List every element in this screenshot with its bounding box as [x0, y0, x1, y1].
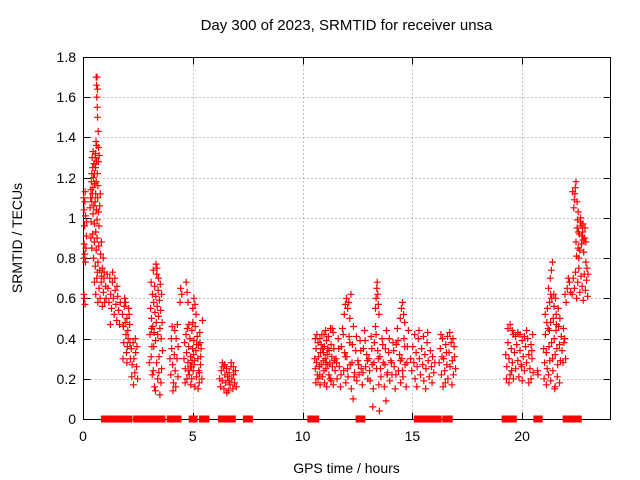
zero-markers	[413, 415, 425, 423]
x-axis-label: GPS time / hours	[293, 460, 400, 476]
zero-markers	[507, 415, 517, 423]
zero-markers	[533, 415, 543, 423]
zero-markers	[501, 415, 511, 423]
zero-markers	[112, 415, 129, 423]
zero-markers	[422, 415, 435, 423]
zero-markers	[431, 415, 442, 423]
y-tick-label: 0.2	[56, 370, 76, 387]
chart-title: Day 300 of 2023, SRMTID for receiver uns…	[200, 17, 493, 34]
zero-markers	[149, 415, 158, 423]
y-tick-label: 0.4	[56, 330, 76, 347]
plot-border	[83, 57, 611, 420]
x-tick-label: 5	[188, 428, 197, 444]
zero-markers	[307, 415, 320, 423]
zero-markers	[133, 415, 152, 423]
zero-markers	[156, 415, 166, 423]
zero-markers	[562, 415, 582, 423]
zero-markers	[100, 415, 115, 423]
zero-markers	[242, 415, 253, 423]
zero-markers	[188, 415, 198, 423]
zero-markers	[355, 415, 366, 423]
zero-markers	[125, 415, 133, 423]
y-tick-label: 1.6	[56, 89, 76, 106]
zero-markers	[227, 415, 236, 423]
x-tick-label: 0	[79, 428, 87, 444]
zero-markers	[442, 415, 453, 423]
y-tick-label: 0.6	[56, 290, 76, 307]
y-tick-label: 0	[68, 411, 76, 427]
x-tick-label: 20	[514, 428, 530, 444]
data-points	[80, 73, 592, 415]
grid-lines	[83, 57, 611, 420]
y-tick-label: 1	[68, 209, 76, 226]
y-tick-label: 1.2	[56, 169, 76, 186]
x-tick-label: 15	[404, 428, 421, 444]
y-tick-label: 1.4	[56, 129, 76, 146]
zero-markers	[166, 415, 182, 423]
x-tick-label: 10	[294, 428, 311, 444]
zero-markers	[217, 415, 230, 423]
y-tick-label: 1.8	[56, 49, 76, 65]
y-tick-label: 0.8	[56, 250, 76, 267]
zero-markers	[199, 415, 210, 423]
